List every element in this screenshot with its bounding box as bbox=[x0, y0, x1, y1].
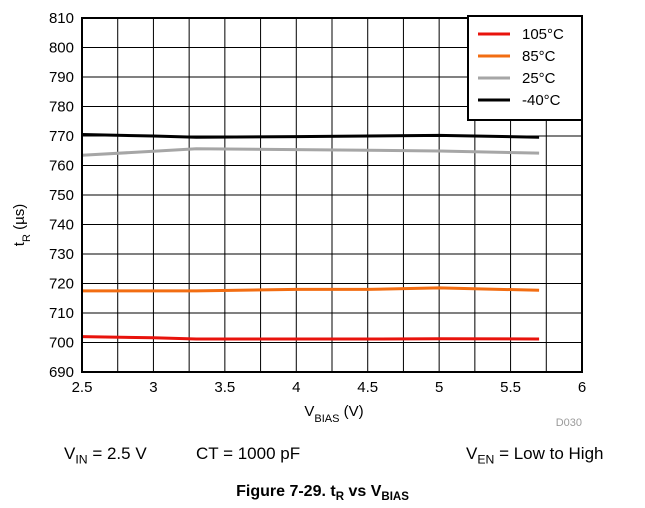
condition-ct: CT = 1000 pF bbox=[196, 444, 301, 463]
plot-frame bbox=[81, 17, 583, 373]
condition-vin: VIN = 2.5 V bbox=[64, 444, 147, 467]
series-line-85C bbox=[82, 286, 540, 293]
x-tick-label: 4.5 bbox=[357, 379, 378, 396]
y-tick-label: 690 bbox=[49, 364, 74, 381]
chart: 2.5 3 3.5 4 4.5 5 5.5 6 690 700 710 720 730 740 750 760… bbox=[11, 10, 586, 429]
tick-labels: 2.5 3 3.5 4 4.5 5 5.5 6 690 700 710 720 730 740 750 760… bbox=[49, 10, 586, 396]
y-tick-label: 800 bbox=[49, 40, 74, 57]
series-line--40C bbox=[81, 133, 540, 139]
y-axis-title: tR (µs) bbox=[11, 204, 33, 246]
y-tick-label: 730 bbox=[49, 246, 74, 263]
legend-label: -40°C bbox=[522, 92, 561, 109]
x-tick-label: 2.5 bbox=[72, 379, 93, 396]
y-tick-label: 810 bbox=[49, 10, 74, 27]
y-tick-label: 770 bbox=[49, 128, 74, 145]
y-tick-label: 780 bbox=[49, 99, 74, 116]
figure-code: D030 bbox=[556, 417, 582, 429]
series-line-25C bbox=[81, 147, 540, 157]
series-line-105C bbox=[81, 335, 540, 341]
y-tick-label: 790 bbox=[49, 69, 74, 86]
series-lines bbox=[81, 133, 540, 341]
x-tick-label: 6 bbox=[578, 379, 586, 396]
x-axis-title: VBIAS (V) bbox=[304, 403, 363, 425]
x-tick-label: 5 bbox=[435, 379, 443, 396]
legend: 105°C 85°C 25°C -40°C bbox=[467, 15, 583, 121]
y-tick-label: 710 bbox=[49, 305, 74, 322]
x-tick-label: 5.5 bbox=[500, 379, 521, 396]
y-tick-label: 720 bbox=[49, 276, 74, 293]
legend-label: 105°C bbox=[522, 26, 564, 43]
condition-ven: VEN = Low to High bbox=[466, 444, 604, 467]
x-tick-label: 3 bbox=[149, 379, 157, 396]
legend-label: 85°C bbox=[522, 48, 556, 65]
x-tick-label: 4 bbox=[292, 379, 300, 396]
y-tick-label: 700 bbox=[49, 335, 74, 352]
x-tick-label: 3.5 bbox=[214, 379, 235, 396]
y-tick-label: 760 bbox=[49, 158, 74, 175]
y-tick-label: 740 bbox=[49, 217, 74, 234]
y-tick-label: 750 bbox=[49, 187, 74, 204]
legend-label: 25°C bbox=[522, 70, 556, 87]
figure-caption: Figure 7-29. tR vs VBIAS bbox=[236, 483, 409, 504]
